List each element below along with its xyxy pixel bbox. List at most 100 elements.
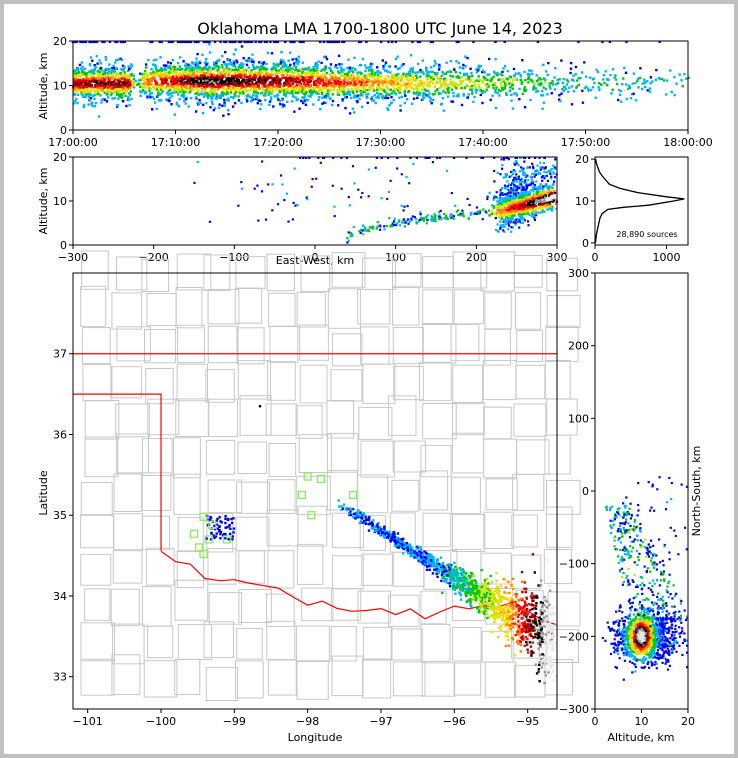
- time-height-source: [294, 87, 298, 91]
- time-height-source: [297, 74, 300, 77]
- ew-altitude-source: [522, 167, 525, 170]
- time-height-source: [154, 66, 158, 69]
- time-height-source: [166, 84, 169, 88]
- time-height-source: [428, 83, 431, 86]
- time-height-source: [219, 84, 223, 88]
- time-height-source: [294, 89, 297, 92]
- time-height-source: [477, 64, 480, 67]
- time-height-source: [310, 74, 314, 77]
- time-height-source: [118, 85, 122, 88]
- time-height-source: [484, 83, 487, 86]
- time-height-source: [180, 40, 184, 44]
- time-height-source: [196, 101, 199, 104]
- ew-altitude-source: [508, 196, 512, 199]
- time-height-source: [161, 90, 164, 93]
- ew-altitude-source: [509, 220, 512, 223]
- ew-altitude-source: [520, 213, 523, 216]
- time-height-source: [226, 69, 230, 72]
- time-height-source: [164, 77, 167, 80]
- time-height-source: [301, 67, 304, 71]
- time-height-source: [308, 85, 312, 88]
- ew-altitude-source: [544, 206, 547, 209]
- time-height-source: [276, 93, 280, 96]
- time-height-source: [436, 88, 439, 91]
- time-height-source: [223, 40, 226, 44]
- time-height-source: [486, 78, 489, 82]
- time-height-source: [235, 68, 239, 72]
- time-height-source: [433, 64, 436, 68]
- time-height-source: [281, 70, 284, 73]
- time-height-source: [300, 69, 303, 72]
- ew-x-tick-label: 200: [466, 251, 487, 264]
- time-height-source: [99, 87, 102, 90]
- time-height-source: [85, 89, 88, 93]
- time-height-source: [268, 100, 272, 103]
- ew-altitude-source: [549, 190, 552, 193]
- time-height-source: [78, 63, 82, 67]
- time-height-source: [277, 69, 281, 72]
- county-outline: [173, 437, 201, 479]
- time-height-source: [298, 69, 302, 72]
- time-height-source: [302, 92, 306, 95]
- time-height-source: [118, 93, 121, 96]
- time-height-source: [80, 61, 84, 64]
- ew-altitude-source: [431, 161, 434, 164]
- ew-altitude-source: [516, 200, 519, 204]
- time-height-source: [322, 40, 326, 44]
- time-height-source: [443, 85, 447, 88]
- time-height-source: [380, 80, 384, 83]
- ew-altitude-source: [553, 176, 557, 179]
- time-height-source: [85, 82, 88, 85]
- time-height-source: [271, 86, 274, 89]
- time-height-source: [313, 89, 316, 93]
- time-height-source: [216, 78, 219, 81]
- time-height-source: [225, 63, 229, 66]
- ew-altitude-source: [527, 206, 530, 209]
- time-height-source: [365, 84, 369, 87]
- time-height-source: [572, 89, 576, 93]
- time-height-source: [132, 82, 135, 85]
- time-height-source: [414, 87, 418, 90]
- ew-altitude-source: [271, 183, 274, 186]
- time-height-source: [506, 77, 510, 81]
- time-height-source: [296, 63, 299, 66]
- time-height-source: [634, 99, 638, 102]
- time-height-source: [307, 82, 310, 85]
- ew-altitude-source: [475, 212, 479, 215]
- time-height-source: [636, 77, 640, 81]
- time-height-source: [388, 93, 391, 96]
- time-height-source: [455, 75, 458, 79]
- time-height-source: [203, 90, 206, 93]
- time-height-source: [264, 92, 267, 95]
- time-height-source: [572, 74, 575, 77]
- time-height-source: [604, 70, 607, 73]
- ew-altitude-source: [524, 188, 527, 191]
- time-height-source: [646, 89, 649, 92]
- time-height-source: [125, 89, 129, 93]
- time-height-source: [393, 78, 396, 82]
- ew-altitude-source: [511, 170, 514, 173]
- time-height-source: [419, 68, 422, 72]
- time-height-source: [434, 62, 437, 65]
- time-height-source: [458, 71, 462, 75]
- time-height-source: [185, 62, 188, 66]
- ew-altitude-source: [422, 219, 425, 222]
- time-height-source: [265, 40, 268, 44]
- time-height-source: [240, 81, 243, 84]
- time-height-source: [178, 72, 182, 75]
- time-height-source: [325, 96, 328, 99]
- ew-altitude-source: [193, 181, 196, 184]
- time-height-source: [327, 84, 330, 88]
- time-height-source: [113, 71, 116, 74]
- time-height-source: [240, 101, 243, 105]
- time-height-source: [203, 93, 206, 96]
- ew-altitude-source: [434, 215, 437, 218]
- time-height-source: [202, 82, 205, 85]
- time-height-source: [251, 80, 254, 84]
- ew-altitude-source: [379, 228, 382, 231]
- time-height-source: [218, 59, 221, 62]
- county-outline: [176, 363, 209, 402]
- ew-altitude-source: [291, 218, 294, 221]
- time-height-source: [88, 40, 91, 44]
